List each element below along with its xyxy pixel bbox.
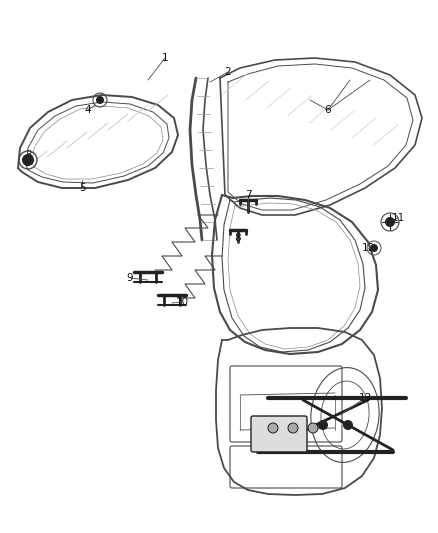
Text: 1: 1 xyxy=(162,53,168,63)
Circle shape xyxy=(343,420,353,430)
Text: 14: 14 xyxy=(276,423,289,433)
Circle shape xyxy=(288,423,298,433)
Circle shape xyxy=(318,420,328,430)
Text: 4: 4 xyxy=(85,105,91,115)
Circle shape xyxy=(370,244,378,252)
Text: 5: 5 xyxy=(79,183,85,193)
Text: 2: 2 xyxy=(225,67,231,77)
Text: 8: 8 xyxy=(235,233,241,243)
Text: 6: 6 xyxy=(325,105,331,115)
Circle shape xyxy=(308,423,318,433)
Text: 7: 7 xyxy=(245,190,251,200)
Text: 10: 10 xyxy=(176,297,189,307)
Text: 9: 9 xyxy=(127,273,133,283)
Text: 11: 11 xyxy=(392,213,405,223)
Circle shape xyxy=(268,423,278,433)
Circle shape xyxy=(22,154,34,166)
Text: 3: 3 xyxy=(25,150,31,160)
Text: 12: 12 xyxy=(361,243,374,253)
Circle shape xyxy=(385,217,395,227)
Text: 13: 13 xyxy=(358,393,371,403)
FancyBboxPatch shape xyxy=(251,416,307,452)
Circle shape xyxy=(96,96,104,104)
